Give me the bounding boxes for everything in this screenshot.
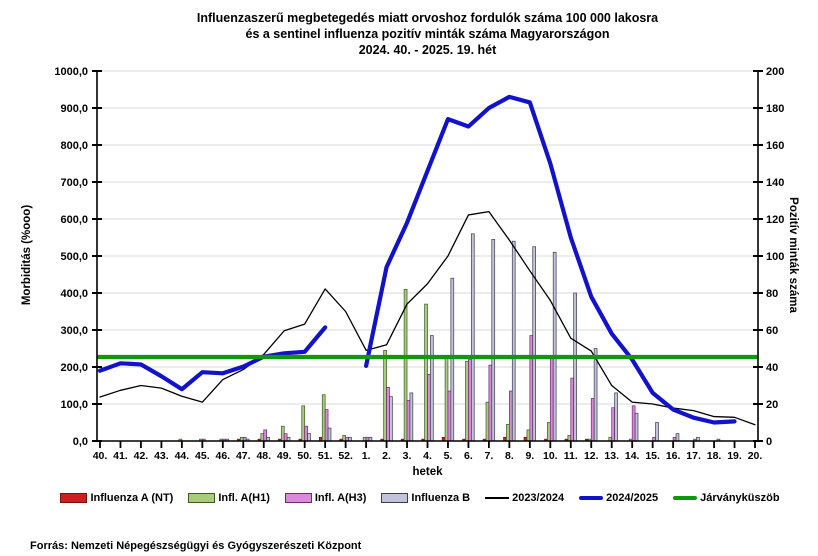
svg-text:0,0: 0,0 <box>73 436 88 448</box>
svg-text:1000,0: 1000,0 <box>54 66 88 78</box>
chart-title: Influenzaszerű megbetegedés miatt orvosh… <box>30 10 818 58</box>
svg-text:46.: 46. <box>216 450 231 462</box>
svg-text:43.: 43. <box>154 450 169 462</box>
svg-text:400,0: 400,0 <box>60 288 88 300</box>
svg-text:19.: 19. <box>727 450 742 462</box>
svg-text:15.: 15. <box>645 450 660 462</box>
legend-swatch-2 <box>284 493 312 503</box>
svg-text:11.: 11. <box>564 450 578 462</box>
svg-text:41.: 41. <box>113 450 128 462</box>
svg-text:100: 100 <box>766 251 784 263</box>
svg-text:18.: 18. <box>707 450 722 462</box>
svg-text:900,0: 900,0 <box>60 103 88 115</box>
svg-text:47.: 47. <box>236 450 251 462</box>
svg-text:51.: 51. <box>318 450 333 462</box>
legend-item-2024-2025: 2024/2025 <box>579 492 658 504</box>
right-axis-ticks: 0 20 40 60 80 100 120 140 160 180 200 <box>753 66 784 448</box>
legend-label-infl-a-h3: Infl. A(H3) <box>314 492 367 504</box>
legend-label-2023-2024: 2023/2024 <box>512 492 565 504</box>
svg-text:50.: 50. <box>297 450 312 462</box>
svg-text:13.: 13. <box>604 450 619 462</box>
svg-text:4.: 4. <box>423 450 432 462</box>
svg-text:600,0: 600,0 <box>60 214 88 226</box>
bars-influenza-b <box>225 233 721 442</box>
bars-infl-a-h3- <box>201 335 697 442</box>
svg-text:42.: 42. <box>134 450 149 462</box>
x-axis-ticks: 40. 41. 42. 43. 44. 45. 46. 47. 48. 49. 50. 51. 52. 1… <box>93 441 763 462</box>
svg-text:300,0: 300,0 <box>60 325 88 337</box>
legend-label-infl-a-h1: Infl. A(H1) <box>218 492 270 504</box>
svg-text:52.: 52. <box>338 450 353 462</box>
svg-text:40: 40 <box>766 362 778 374</box>
legend-item-jarvanykuszob: Járványküszöb <box>673 492 780 504</box>
svg-text:120: 120 <box>766 214 784 226</box>
legend-label-influenza-a-nt: Influenza A (NT) <box>90 492 174 504</box>
legend-item-influenza-a-nt: Influenza A (NT) <box>60 492 173 504</box>
x-axis-title: hetek <box>412 466 443 478</box>
svg-text:16.: 16. <box>666 450 681 462</box>
svg-text:100,0: 100,0 <box>60 399 88 411</box>
svg-text:6.: 6. <box>464 450 473 462</box>
svg-text:1.: 1. <box>362 450 371 462</box>
svg-text:12.: 12. <box>584 450 599 462</box>
svg-text:800,0: 800,0 <box>60 140 88 152</box>
legend-swatch-0 <box>60 493 88 503</box>
legend-item-2023-2024: 2023/2024 <box>485 492 564 504</box>
svg-text:44.: 44. <box>175 450 190 462</box>
legend-swatch-4 <box>485 497 510 499</box>
svg-text:5.: 5. <box>444 450 453 462</box>
line-2024-2025 <box>97 325 328 392</box>
legend-swatch-1 <box>188 493 216 503</box>
right-axis-title: Pozitív minták száma <box>787 197 799 313</box>
legend-label-2024-2025: 2024/2025 <box>606 492 659 504</box>
svg-text:14.: 14. <box>625 450 640 462</box>
legend-label-jarvanykuszob: Járványküszöb <box>700 492 780 504</box>
svg-text:180: 180 <box>766 103 784 115</box>
bars-influenza-a-nt- <box>237 436 589 442</box>
svg-text:9.: 9. <box>525 450 534 462</box>
svg-text:0: 0 <box>766 436 772 448</box>
legend-item-infl-a-h3: Infl. A(H3) <box>284 492 367 504</box>
svg-text:20.: 20. <box>748 450 763 462</box>
svg-text:200: 200 <box>766 66 784 78</box>
svg-text:8.: 8. <box>505 450 514 462</box>
legend-item-influenza-b: Influenza B <box>381 492 470 504</box>
svg-text:500,0: 500,0 <box>60 251 88 263</box>
line-2023-2024 <box>99 210 756 426</box>
svg-text:49.: 49. <box>277 450 292 462</box>
svg-text:80: 80 <box>766 288 778 300</box>
left-axis-title: Morbiditás (%ooo) <box>21 204 33 306</box>
svg-text:60: 60 <box>766 325 778 337</box>
legend-swatch-6 <box>673 496 698 500</box>
chart-title-line1: Influenzaszerű megbetegedés miatt orvosh… <box>196 11 659 25</box>
left-axis-ticks: 0,0 100,0 200,0 300,0 400,0 500,0 600,0 700,0 80… <box>54 66 102 448</box>
svg-text:140: 140 <box>766 177 784 189</box>
chart-legend: Influenza A (NT) Infl. A(H1) Infl. A(H3)… <box>20 492 818 504</box>
svg-text:45.: 45. <box>195 450 210 462</box>
svg-text:10.: 10. <box>543 450 558 462</box>
svg-text:7.: 7. <box>485 450 494 462</box>
svg-text:17.: 17. <box>686 450 701 462</box>
line-2024-2025 <box>363 94 737 425</box>
svg-text:160: 160 <box>766 140 784 152</box>
legend-swatch-5 <box>579 496 604 500</box>
svg-text:40.: 40. <box>93 450 108 462</box>
legend-label-influenza-b: Influenza B <box>411 492 471 504</box>
legend-swatch-3 <box>381 493 409 503</box>
svg-text:200,0: 200,0 <box>60 362 88 374</box>
svg-text:20: 20 <box>766 399 778 411</box>
legend-item-infl-a-h1: Infl. A(H1) <box>188 492 270 504</box>
bars-infl-a-h1- <box>178 288 633 442</box>
svg-text:700,0: 700,0 <box>60 177 88 189</box>
chart-title-line3: 2024. 40. - 2025. 19. hét <box>358 43 497 57</box>
svg-text:3.: 3. <box>403 450 412 462</box>
source-note: Forrás: Nemzeti Népegészségügyi és Gyógy… <box>30 540 362 552</box>
svg-text:2.: 2. <box>382 450 391 462</box>
chart-title-line2: és a sentinel influenza pozitív minták s… <box>245 27 610 41</box>
svg-text:48.: 48. <box>256 450 271 462</box>
